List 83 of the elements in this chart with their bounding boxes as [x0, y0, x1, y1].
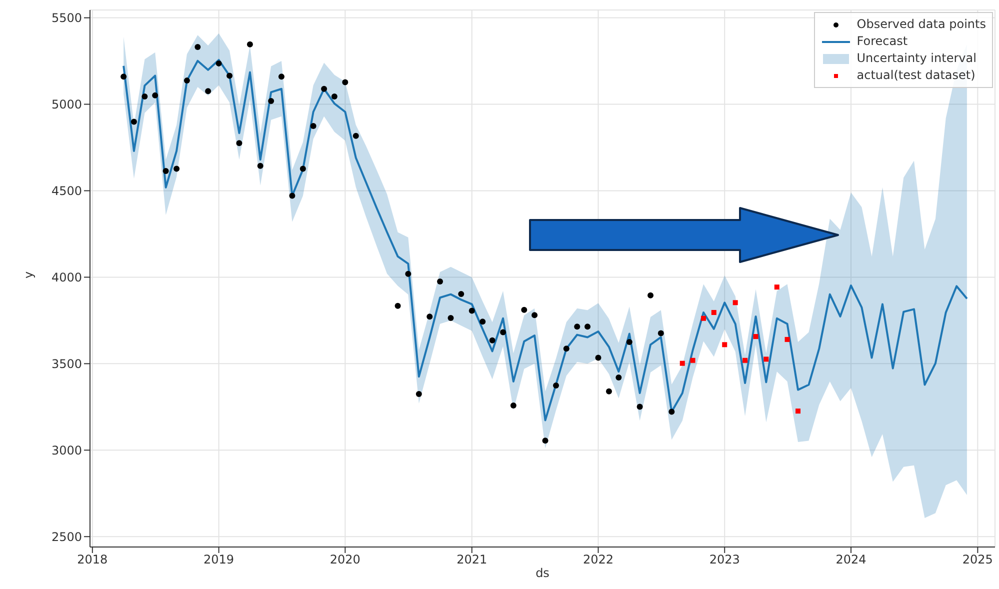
point [680, 360, 685, 366]
point [152, 92, 158, 98]
annotation: Uncertainty interval [856, 50, 976, 67]
point [606, 388, 612, 394]
point [774, 284, 780, 290]
point [700, 316, 706, 321]
x-tick-label: 2020 [330, 552, 360, 567]
point [437, 278, 444, 285]
x-tick-label: 2024 [836, 552, 866, 567]
x-tick-label: 2022 [582, 552, 614, 567]
point [574, 324, 580, 330]
point [626, 339, 632, 346]
point [553, 382, 559, 388]
point [753, 334, 758, 340]
x-tick-label: 2021 [456, 552, 488, 567]
point [226, 72, 233, 79]
point [636, 404, 643, 410]
point [732, 300, 738, 306]
point [722, 342, 728, 348]
point [690, 358, 696, 363]
point [764, 356, 769, 362]
point [321, 86, 328, 92]
point [342, 79, 348, 86]
point [668, 408, 675, 415]
legend-label: Forecast [856, 33, 908, 50]
point [174, 166, 180, 172]
point [162, 168, 169, 174]
point [300, 166, 306, 172]
point [352, 132, 359, 139]
point [405, 270, 412, 277]
x-tick-label: 2018 [77, 552, 108, 567]
point [796, 408, 801, 414]
point [742, 358, 748, 363]
point [120, 74, 127, 80]
point [246, 41, 253, 48]
y-tick-label: 3000 [51, 443, 82, 458]
point [278, 74, 284, 80]
point [310, 123, 316, 130]
point [394, 302, 401, 309]
point [184, 78, 190, 84]
point [268, 98, 274, 104]
x-tick-label: 2023 [709, 552, 740, 567]
legend-label: actual(test dataset) [856, 67, 976, 84]
point [784, 336, 790, 342]
point [130, 118, 137, 125]
point [289, 192, 296, 199]
point [216, 60, 222, 66]
y-axis-title: y [21, 271, 36, 278]
point [510, 402, 516, 409]
x-tick-label: 2019 [204, 552, 234, 567]
point [458, 290, 464, 297]
point [142, 93, 148, 100]
y-tick-label: 3500 [51, 356, 82, 371]
x-axis-title: ds [536, 566, 550, 580]
point [416, 390, 422, 397]
point [658, 330, 664, 336]
point [616, 374, 622, 381]
point [194, 44, 201, 50]
y-tick-label: 4500 [51, 184, 82, 198]
y-tick-label: 5500 [51, 11, 82, 26]
y-tick-label: 4000 [51, 270, 82, 284]
legend-label: Observed data points [856, 16, 986, 33]
point [711, 310, 716, 315]
point [563, 346, 570, 352]
point [426, 314, 433, 320]
point [500, 329, 506, 336]
point [468, 308, 475, 314]
point [257, 162, 264, 169]
y-tick-label: 5000 [51, 98, 82, 112]
point [448, 315, 454, 322]
point [542, 438, 548, 444]
point [584, 324, 591, 330]
y-tick-label: 2500 [51, 530, 82, 544]
x-tick-label: 2025 [962, 552, 993, 567]
point [521, 306, 528, 313]
point [648, 292, 654, 298]
point [331, 93, 338, 100]
point [480, 318, 486, 325]
point [532, 312, 538, 318]
point [236, 140, 242, 146]
point [489, 337, 496, 344]
point [205, 88, 212, 94]
point [595, 354, 602, 361]
